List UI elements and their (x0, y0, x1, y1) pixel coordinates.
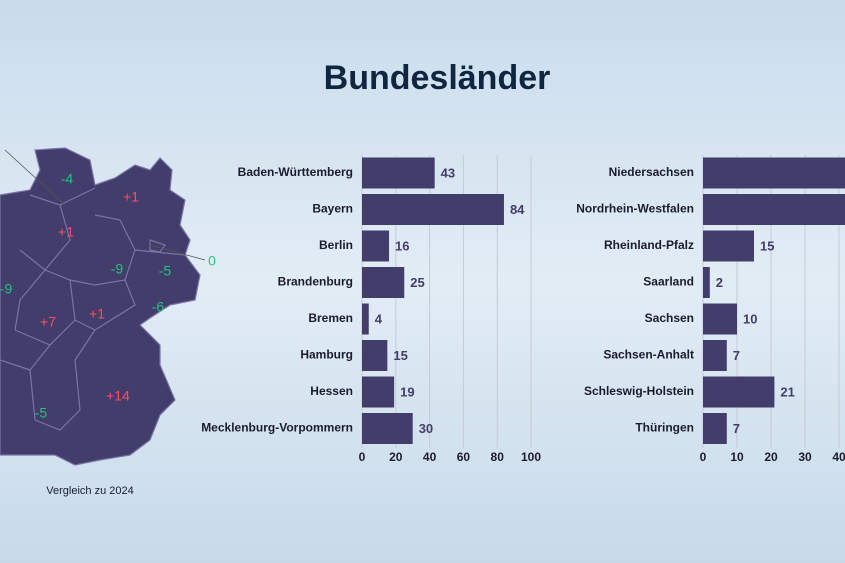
category-label: Mecklenburg-Vorpommern (201, 421, 353, 435)
category-label: Brandenburg (278, 275, 353, 289)
value-label: 84 (510, 202, 525, 217)
value-label: 15 (760, 238, 774, 253)
category-label: Niedersachsen (609, 165, 694, 179)
value-label: 7 (733, 421, 740, 436)
map-label: -5 (35, 405, 48, 421)
category-label: Sachsen-Anhalt (603, 348, 694, 362)
map-label: -9 (0, 281, 12, 297)
bar (362, 376, 395, 408)
leader-line (149, 244, 206, 261)
x-tick-label: 40 (832, 450, 845, 464)
map-label: 0 (208, 253, 216, 269)
bar (362, 157, 435, 189)
map: -4 +1 +1 -9 -5 0 -9 +7 +1 -6 +14 -5 (0, 147, 216, 466)
value-label: 21 (780, 384, 794, 399)
map-borders (0, 187, 186, 431)
bar (362, 230, 390, 262)
value-label: 15 (393, 348, 407, 363)
category-label: Sachsen (645, 311, 694, 325)
value-label: 25 (410, 275, 424, 290)
map-label: -4 (61, 171, 74, 187)
bar (362, 267, 405, 298)
x-tick-label: 40 (423, 450, 437, 464)
category-label: Hamburg (300, 348, 353, 362)
x-tick-label: 20 (389, 450, 403, 464)
map-label: -5 (159, 263, 172, 279)
category-label: Nordrhein-Westfalen (576, 202, 694, 216)
bar (703, 376, 775, 408)
bar (703, 267, 710, 298)
x-tick-label: 100 (521, 450, 541, 464)
x-tick-label: 10 (730, 450, 744, 464)
bar (362, 303, 369, 335)
category-label: Thüringen (635, 421, 694, 435)
x-tick-label: 20 (764, 450, 778, 464)
map-label: +1 (123, 189, 139, 205)
title: Bundesländer (324, 59, 551, 97)
value-label: 16 (395, 238, 409, 253)
map-label: +1 (89, 306, 105, 322)
category-label: Bremen (308, 311, 353, 325)
category-label: Rheinland-Pfalz (604, 238, 694, 252)
leader-line (4, 149, 66, 206)
bar (703, 303, 737, 335)
value-label: 10 (743, 311, 757, 326)
map-label: +1 (58, 224, 74, 240)
x-tick-label: 60 (457, 450, 471, 464)
bar (703, 340, 727, 371)
value-label: 43 (441, 165, 455, 180)
bar (362, 340, 388, 371)
value-label: 4 (375, 311, 383, 326)
category-label: Saarland (643, 275, 694, 289)
footnote: Vergleich zu 2024 (46, 485, 133, 497)
category-label: Bayern (312, 202, 353, 216)
category-label: Hessen (310, 384, 353, 398)
bar (703, 157, 845, 189)
category-label: Baden-Württemberg (238, 165, 353, 179)
value-label: 2 (716, 275, 723, 290)
map-label: +7 (40, 314, 56, 330)
bar (703, 194, 845, 225)
bar (362, 413, 413, 444)
map-label: +14 (106, 388, 130, 404)
value-label: 7 (733, 348, 740, 363)
bar (362, 194, 504, 225)
value-label: 30 (419, 421, 433, 436)
x-tick-label: 0 (700, 450, 707, 464)
category-label: Schleswig-Holstein (584, 384, 694, 398)
bar (703, 413, 727, 444)
map-outline (0, 147, 201, 466)
map-label: -6 (152, 299, 165, 315)
x-tick-label: 30 (798, 450, 812, 464)
category-label: Berlin (319, 238, 353, 252)
value-label: 19 (400, 384, 414, 399)
x-tick-label: 0 (359, 450, 366, 464)
map-label: -9 (111, 261, 124, 277)
bar (703, 230, 754, 262)
x-tick-label: 80 (491, 450, 505, 464)
